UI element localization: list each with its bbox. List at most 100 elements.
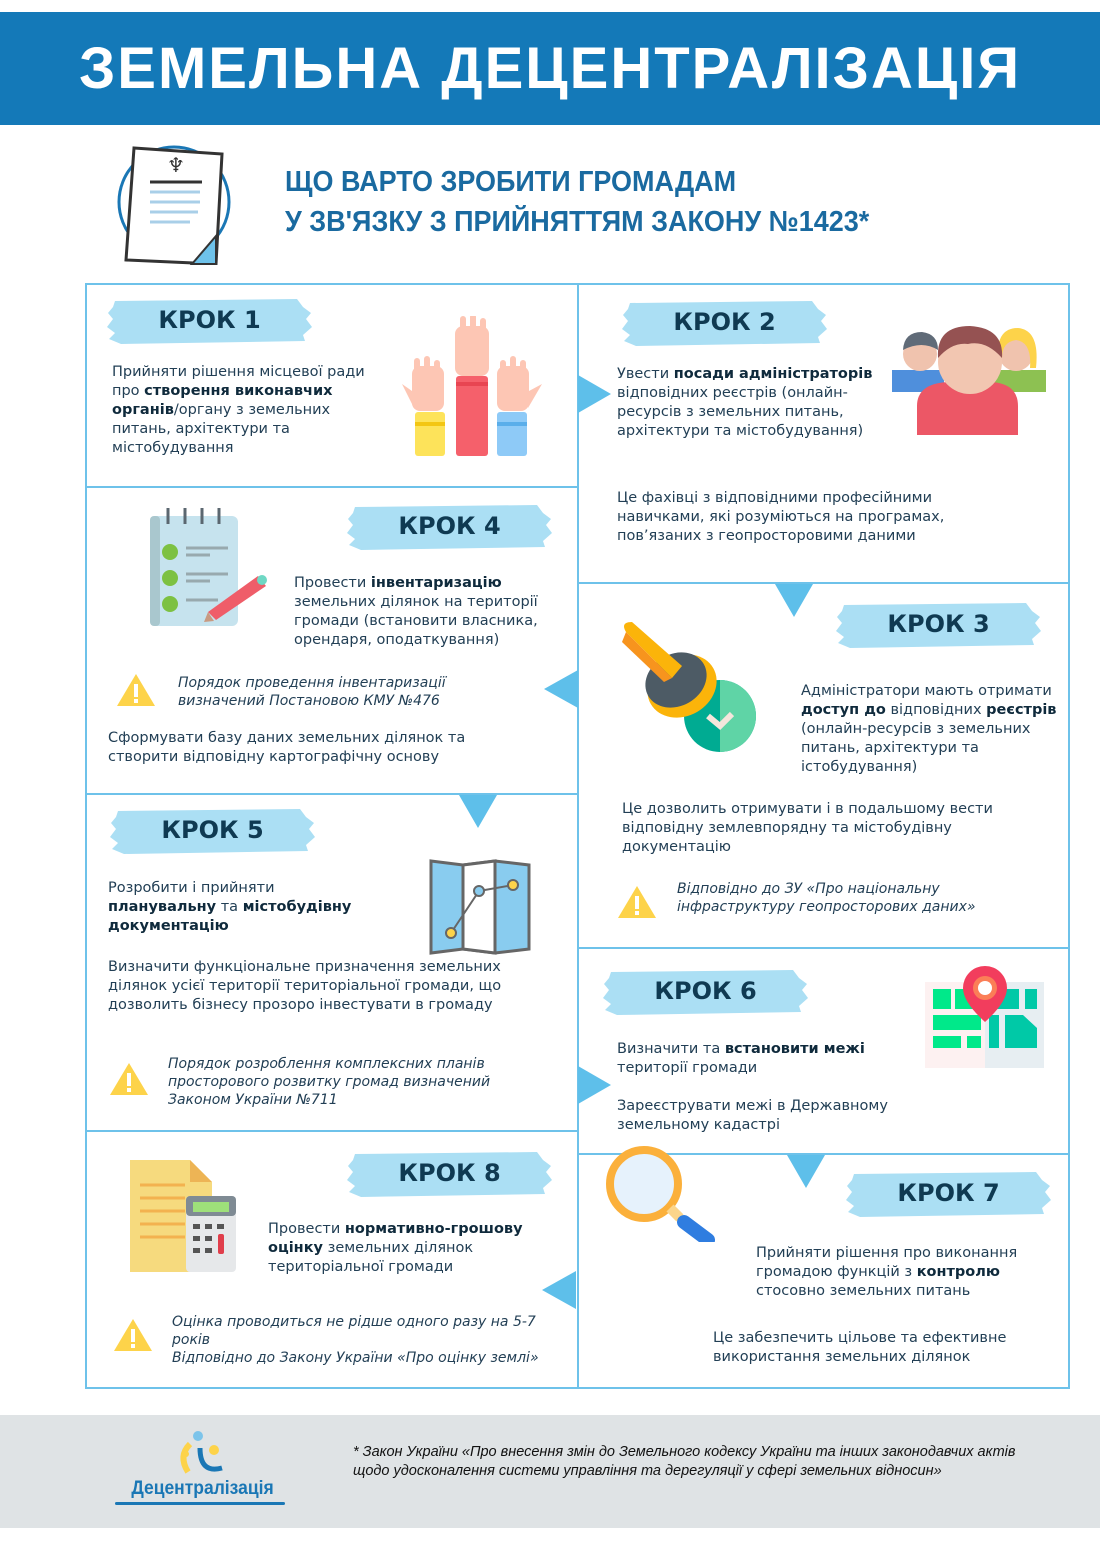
text-run: стосовно земельних питань [756, 1283, 971, 1299]
step-2-label: КРОК 2 [673, 308, 776, 336]
step-1-text: Прийняти рішення місцевої ради про створ… [112, 363, 390, 458]
text-run: Провести [294, 575, 371, 591]
footnote: * Закон України «Про внесення змін до Зе… [353, 1444, 1016, 1479]
page-title: ЗЕМЕЛЬНА ДЕЦЕНТРАЛІЗАЦІЯ [78, 36, 1022, 101]
divider [577, 947, 1070, 949]
svg-text:♆: ♆ [167, 153, 185, 177]
brush-stroke-background [110, 809, 315, 854]
step-6-badge: КРОК 6 [603, 968, 808, 1016]
step-1-label: КРОК 1 [158, 306, 261, 334]
brush-stroke-background [107, 299, 312, 344]
logo-underline [115, 1502, 285, 1505]
text-run: /органу з земельних питань, архітектури … [112, 402, 331, 456]
brush-stroke-background [846, 1172, 1051, 1217]
text-run: Це дозволить отримувати і в подальшому в… [622, 801, 993, 855]
divider [87, 1130, 577, 1132]
step-8-badge: КРОК 8 [347, 1150, 552, 1198]
step-3-label: КРОК 3 [887, 610, 990, 638]
arrow-right-icon [578, 1066, 611, 1104]
emphasis-text: містобудівну документацію [108, 899, 352, 934]
logo-figures-icon [180, 1431, 223, 1474]
emphasis-text: встановити межі [724, 1041, 865, 1057]
people-group-icon [892, 326, 1046, 435]
divider [87, 793, 577, 795]
step-8-label: КРОК 8 [398, 1159, 501, 1187]
step-7-text: Прийняти рішення про виконання громадою … [756, 1244, 1048, 1301]
step-6-label: КРОК 6 [654, 977, 757, 1005]
warning-icon [618, 886, 656, 918]
emphasis-text: контролю [916, 1264, 1000, 1280]
step-4-text-2: Сформувати базу даних земельних ділянок … [108, 729, 498, 767]
step-5-text-2: Визначити функціональне призначення земе… [108, 958, 558, 1015]
text-run: території громади [617, 1060, 758, 1076]
step-7-text-2: Це забезпечить цільове та ефективне вико… [713, 1329, 1043, 1367]
emphasis-text: нормативно-грошову оцінку [268, 1221, 523, 1256]
text-run: відповідних реєстрів (онлайн-ресурсів з … [617, 385, 864, 439]
warning-icon [110, 1063, 148, 1095]
arrow-down-icon [459, 795, 497, 828]
emphasis-text: реєстрів [986, 702, 1057, 718]
step-5-text: Розробити і прийняти планувальну та міст… [108, 879, 368, 936]
step-4-warning-note: Порядок проведення інвентаризації визнач… [178, 675, 446, 709]
step-4-badge: КРОК 4 [347, 503, 552, 551]
step-5-badge: КРОК 5 [110, 807, 315, 855]
magnifier-icon [606, 1146, 715, 1242]
step-5-label: КРОК 5 [161, 816, 264, 844]
decentralization-logo: Децентралізація [110, 1430, 295, 1510]
subtitle-line-2: У ЗВ'ЯЗКУ З ПРИЙНЯТТЯМ ЗАКОНУ №1423* [285, 206, 870, 238]
text-run: земельних ділянок на території громади (… [294, 594, 538, 648]
brush-stroke-background [603, 970, 808, 1015]
step-5-warning-note: Порядок розроблення комплексних планів п… [168, 1056, 491, 1108]
step-4-label: КРОК 4 [398, 512, 501, 540]
logo-text: Децентралізація [131, 1478, 274, 1499]
raised-hands-icon [402, 316, 542, 456]
arrow-right-icon [578, 375, 611, 413]
brush-stroke-background [347, 1152, 552, 1197]
warning-icon [117, 674, 155, 706]
step-6-text: Визначити та встановити межі території г… [617, 1040, 897, 1078]
stamp-icon [622, 622, 756, 752]
text-run: Увести [617, 366, 674, 382]
text-run: та [216, 899, 243, 915]
folded-map-icon [429, 859, 531, 955]
step-3-text: Адміністратори мають отримати доступ до … [801, 682, 1059, 777]
text-run: відповідних [885, 702, 987, 718]
step-6-text-2: Зареєструвати межі в Державному земельно… [617, 1097, 917, 1135]
step-3-text-2: Це дозволить отримувати і в подальшому в… [622, 800, 1022, 857]
step-7-badge: КРОК 7 [846, 1170, 1051, 1218]
footer [0, 1415, 1100, 1528]
step-2-note: Це фахівці з відповідними професійними н… [617, 489, 982, 546]
text-run: Зареєструвати межі в Державному земельно… [617, 1098, 888, 1133]
divider [577, 582, 1070, 584]
step-2-badge: КРОК 2 [622, 299, 827, 347]
step-3-warning-note: Відповідно до ЗУ «Про національну інфрас… [677, 881, 976, 915]
checklist-icon [150, 508, 267, 626]
text-run: Визначити та [617, 1041, 725, 1057]
step-8-warning-note: Оцінка проводиться не рідше одного разу … [172, 1314, 539, 1366]
divider [87, 486, 577, 488]
emphasis-text: посади адміністраторів [673, 366, 873, 382]
emphasis-text: планувальну [108, 899, 217, 915]
brush-stroke-background [622, 301, 827, 346]
arrow-down-icon [775, 584, 813, 617]
text-run: Провести [268, 1221, 345, 1237]
subtitle-line-1: ЩО ВАРТО ЗРОБИТИ ГРОМАДАМ [285, 166, 737, 198]
text-run: Розробити і прийняти [108, 880, 275, 896]
text-run: Прийняти рішення про виконання громадою … [756, 1245, 1018, 1280]
emphasis-text: створення виконавчих органів [112, 383, 333, 418]
text-run: (онлайн-ресурсів з земельних питань, арх… [801, 721, 1031, 775]
warning-icon [114, 1319, 152, 1351]
text-run: Це забезпечить цільове та ефективне вико… [713, 1330, 1007, 1365]
step-4-text: Провести інвентаризацію земельних діляно… [294, 574, 562, 650]
steps-grid [85, 283, 1070, 1389]
step-3-badge: КРОК 3 [836, 601, 1041, 649]
step-7-label: КРОК 7 [897, 1179, 1000, 1207]
text-run: Прийняти рішення місцевої ради про [112, 364, 365, 399]
calculator-document-icon [130, 1160, 236, 1272]
emphasis-text: інвентаризацію [370, 575, 502, 591]
text-run: Адміністратори мають отримати [801, 683, 1052, 699]
brush-stroke-background [347, 505, 552, 550]
step-2-text: Увести посади адміністраторів відповідни… [617, 365, 882, 441]
emphasis-text: доступ до [801, 702, 886, 718]
arrow-down-icon [787, 1155, 825, 1188]
